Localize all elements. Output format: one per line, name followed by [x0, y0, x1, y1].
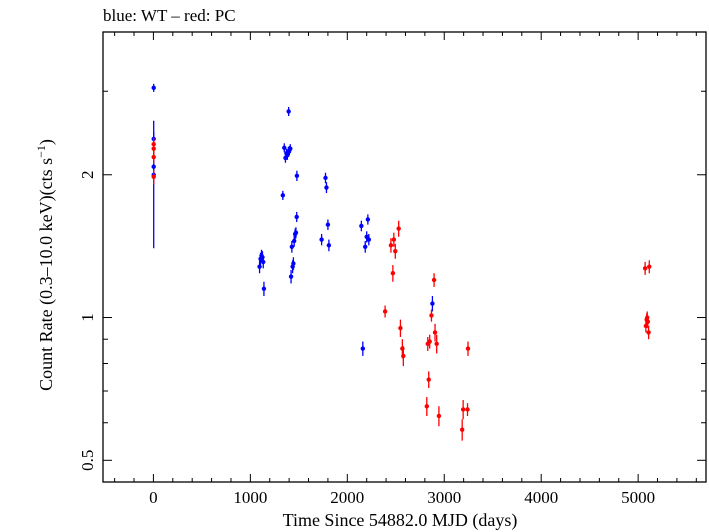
data-point — [260, 255, 265, 260]
x-tick-label: 3000 — [427, 488, 461, 507]
data-point — [432, 330, 438, 335]
x-tick-label: 0 — [149, 488, 158, 507]
x-tick-label: 1000 — [233, 488, 267, 507]
y-axis-title-end: ) — [36, 139, 57, 145]
data-point — [289, 244, 295, 249]
x-tick-label: 2000 — [330, 488, 364, 507]
data-point — [427, 339, 432, 344]
data-point — [291, 238, 297, 244]
data-point — [261, 286, 267, 291]
y-tick-label: 0.5 — [78, 450, 97, 471]
data-point — [645, 319, 651, 324]
data-point — [436, 413, 442, 419]
data-point — [151, 141, 156, 147]
series-layer — [151, 83, 652, 441]
data-point — [323, 175, 328, 181]
data-point — [360, 346, 366, 351]
data-point — [647, 264, 652, 269]
data-point — [642, 266, 648, 271]
data-point — [288, 146, 293, 151]
data-point — [391, 237, 397, 242]
data-point — [151, 154, 156, 160]
data-point — [324, 185, 329, 190]
data-point — [280, 193, 286, 198]
data-point — [319, 237, 324, 242]
data-point — [434, 341, 439, 347]
data-point — [257, 264, 262, 269]
data-point — [261, 259, 266, 265]
data-point — [286, 109, 291, 114]
data-point — [401, 353, 406, 359]
data-point — [396, 226, 401, 231]
series-0 — [151, 83, 435, 356]
y-axis-title: Count Rate (0.3–10.0 keV)(cts s−1) — [34, 139, 57, 391]
data-point — [151, 85, 156, 91]
data-point — [294, 214, 299, 220]
plot-frame — [102, 31, 707, 483]
data-point — [426, 377, 431, 382]
data-point — [430, 301, 435, 306]
y-axis-title-main: Count Rate (0.3–10.0 keV)(cts s — [36, 158, 57, 391]
data-point — [326, 243, 332, 248]
data-point — [151, 164, 156, 169]
data-point — [424, 404, 429, 409]
data-point — [365, 217, 371, 222]
series-1 — [151, 138, 652, 441]
x-axis-title: Time Since 54882.0 MJD (days) — [283, 510, 518, 531]
y-tick-label: 1 — [78, 313, 97, 322]
data-point — [282, 145, 287, 150]
data-point — [359, 223, 364, 229]
data-point — [398, 325, 403, 331]
data-point — [646, 330, 651, 335]
data-point — [366, 237, 372, 242]
data-point — [459, 427, 465, 432]
data-point — [325, 222, 331, 227]
x-tick-label: 4000 — [524, 488, 558, 507]
data-point — [363, 244, 368, 249]
data-point — [151, 174, 156, 180]
data-point — [390, 271, 396, 276]
data-point — [393, 248, 398, 254]
data-point — [388, 243, 394, 248]
data-point — [293, 230, 299, 235]
data-point — [465, 346, 471, 351]
data-point — [288, 274, 294, 279]
chart-title: blue: WT – red: PC — [103, 6, 236, 25]
tick-labels: 0 1000 2000 3000 4000 5000 0.5 1 2 — [78, 171, 655, 507]
data-point — [460, 407, 466, 412]
data-point — [431, 277, 437, 283]
x-tick-label: 5000 — [621, 488, 655, 507]
data-point — [429, 313, 434, 318]
axis-ticks — [103, 32, 706, 482]
data-point — [465, 407, 470, 412]
data-point — [382, 309, 388, 314]
y-axis-title-sup: −1 — [34, 145, 48, 158]
y-tick-label: 2 — [78, 171, 97, 180]
data-point — [291, 261, 296, 266]
data-point — [294, 173, 300, 178]
